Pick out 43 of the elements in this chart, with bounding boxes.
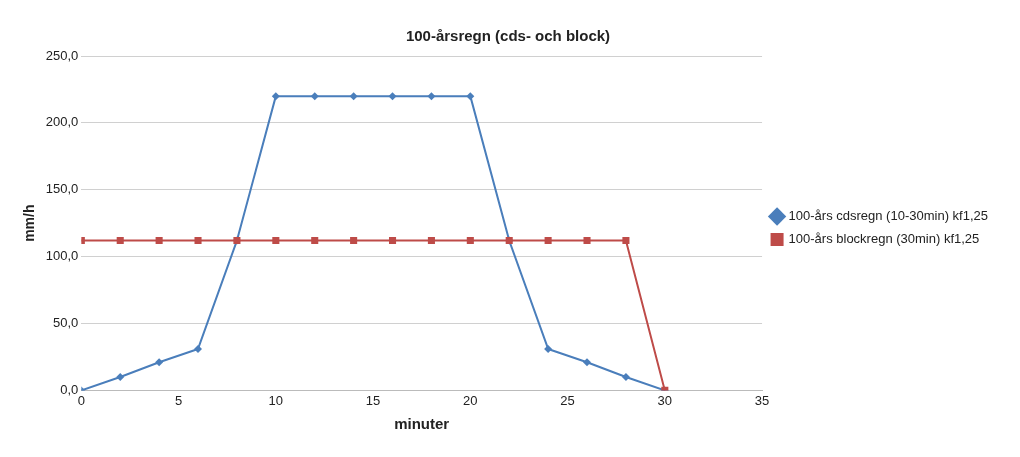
y-tick-label: 150,0 [45,181,79,197]
point [388,92,397,101]
point [350,237,358,245]
y-tick-label: 50,0 [53,315,79,331]
y-tick-label: 250,0 [45,47,79,63]
point [583,358,592,367]
point [116,373,125,382]
point [311,237,319,245]
point [427,237,435,245]
x-axis-title: minuter [394,415,450,433]
point [544,344,553,353]
point [427,92,436,101]
point [622,237,630,245]
x-tick-label: 30 [657,392,673,408]
point [271,92,280,101]
point [621,373,630,382]
x-tick-label: 35 [754,392,770,408]
point [155,237,163,245]
point [194,344,203,353]
point [388,237,397,245]
y-tick-label: 200,0 [45,114,79,130]
y-tick-label: 100,0 [45,248,79,264]
point [466,237,474,245]
x-tick-label: 5 [174,392,183,408]
x-tick-label: 10 [268,392,284,408]
x-tick-label: 15 [365,392,381,408]
x-tick-label: 25 [560,392,575,408]
point [466,92,475,101]
legend-label: 100-års cdsregn (10-30min) kf1,25 [788,208,989,224]
legend-label: 100-års blockregn (30min) kf1,25 [788,231,980,247]
point [544,237,552,245]
point [155,358,164,367]
point [116,237,124,245]
point [194,237,202,245]
point [310,92,319,101]
point [583,237,591,245]
x-tick-label: 20 [463,392,478,408]
y-tick-label: 0,0 [60,381,79,397]
point [272,237,280,245]
chart-title: 100-årsregn (cds- och block) [405,27,611,45]
y-axis-title: mm/h [21,204,38,242]
point [349,92,358,101]
x-tick-label: 0 [77,392,85,408]
